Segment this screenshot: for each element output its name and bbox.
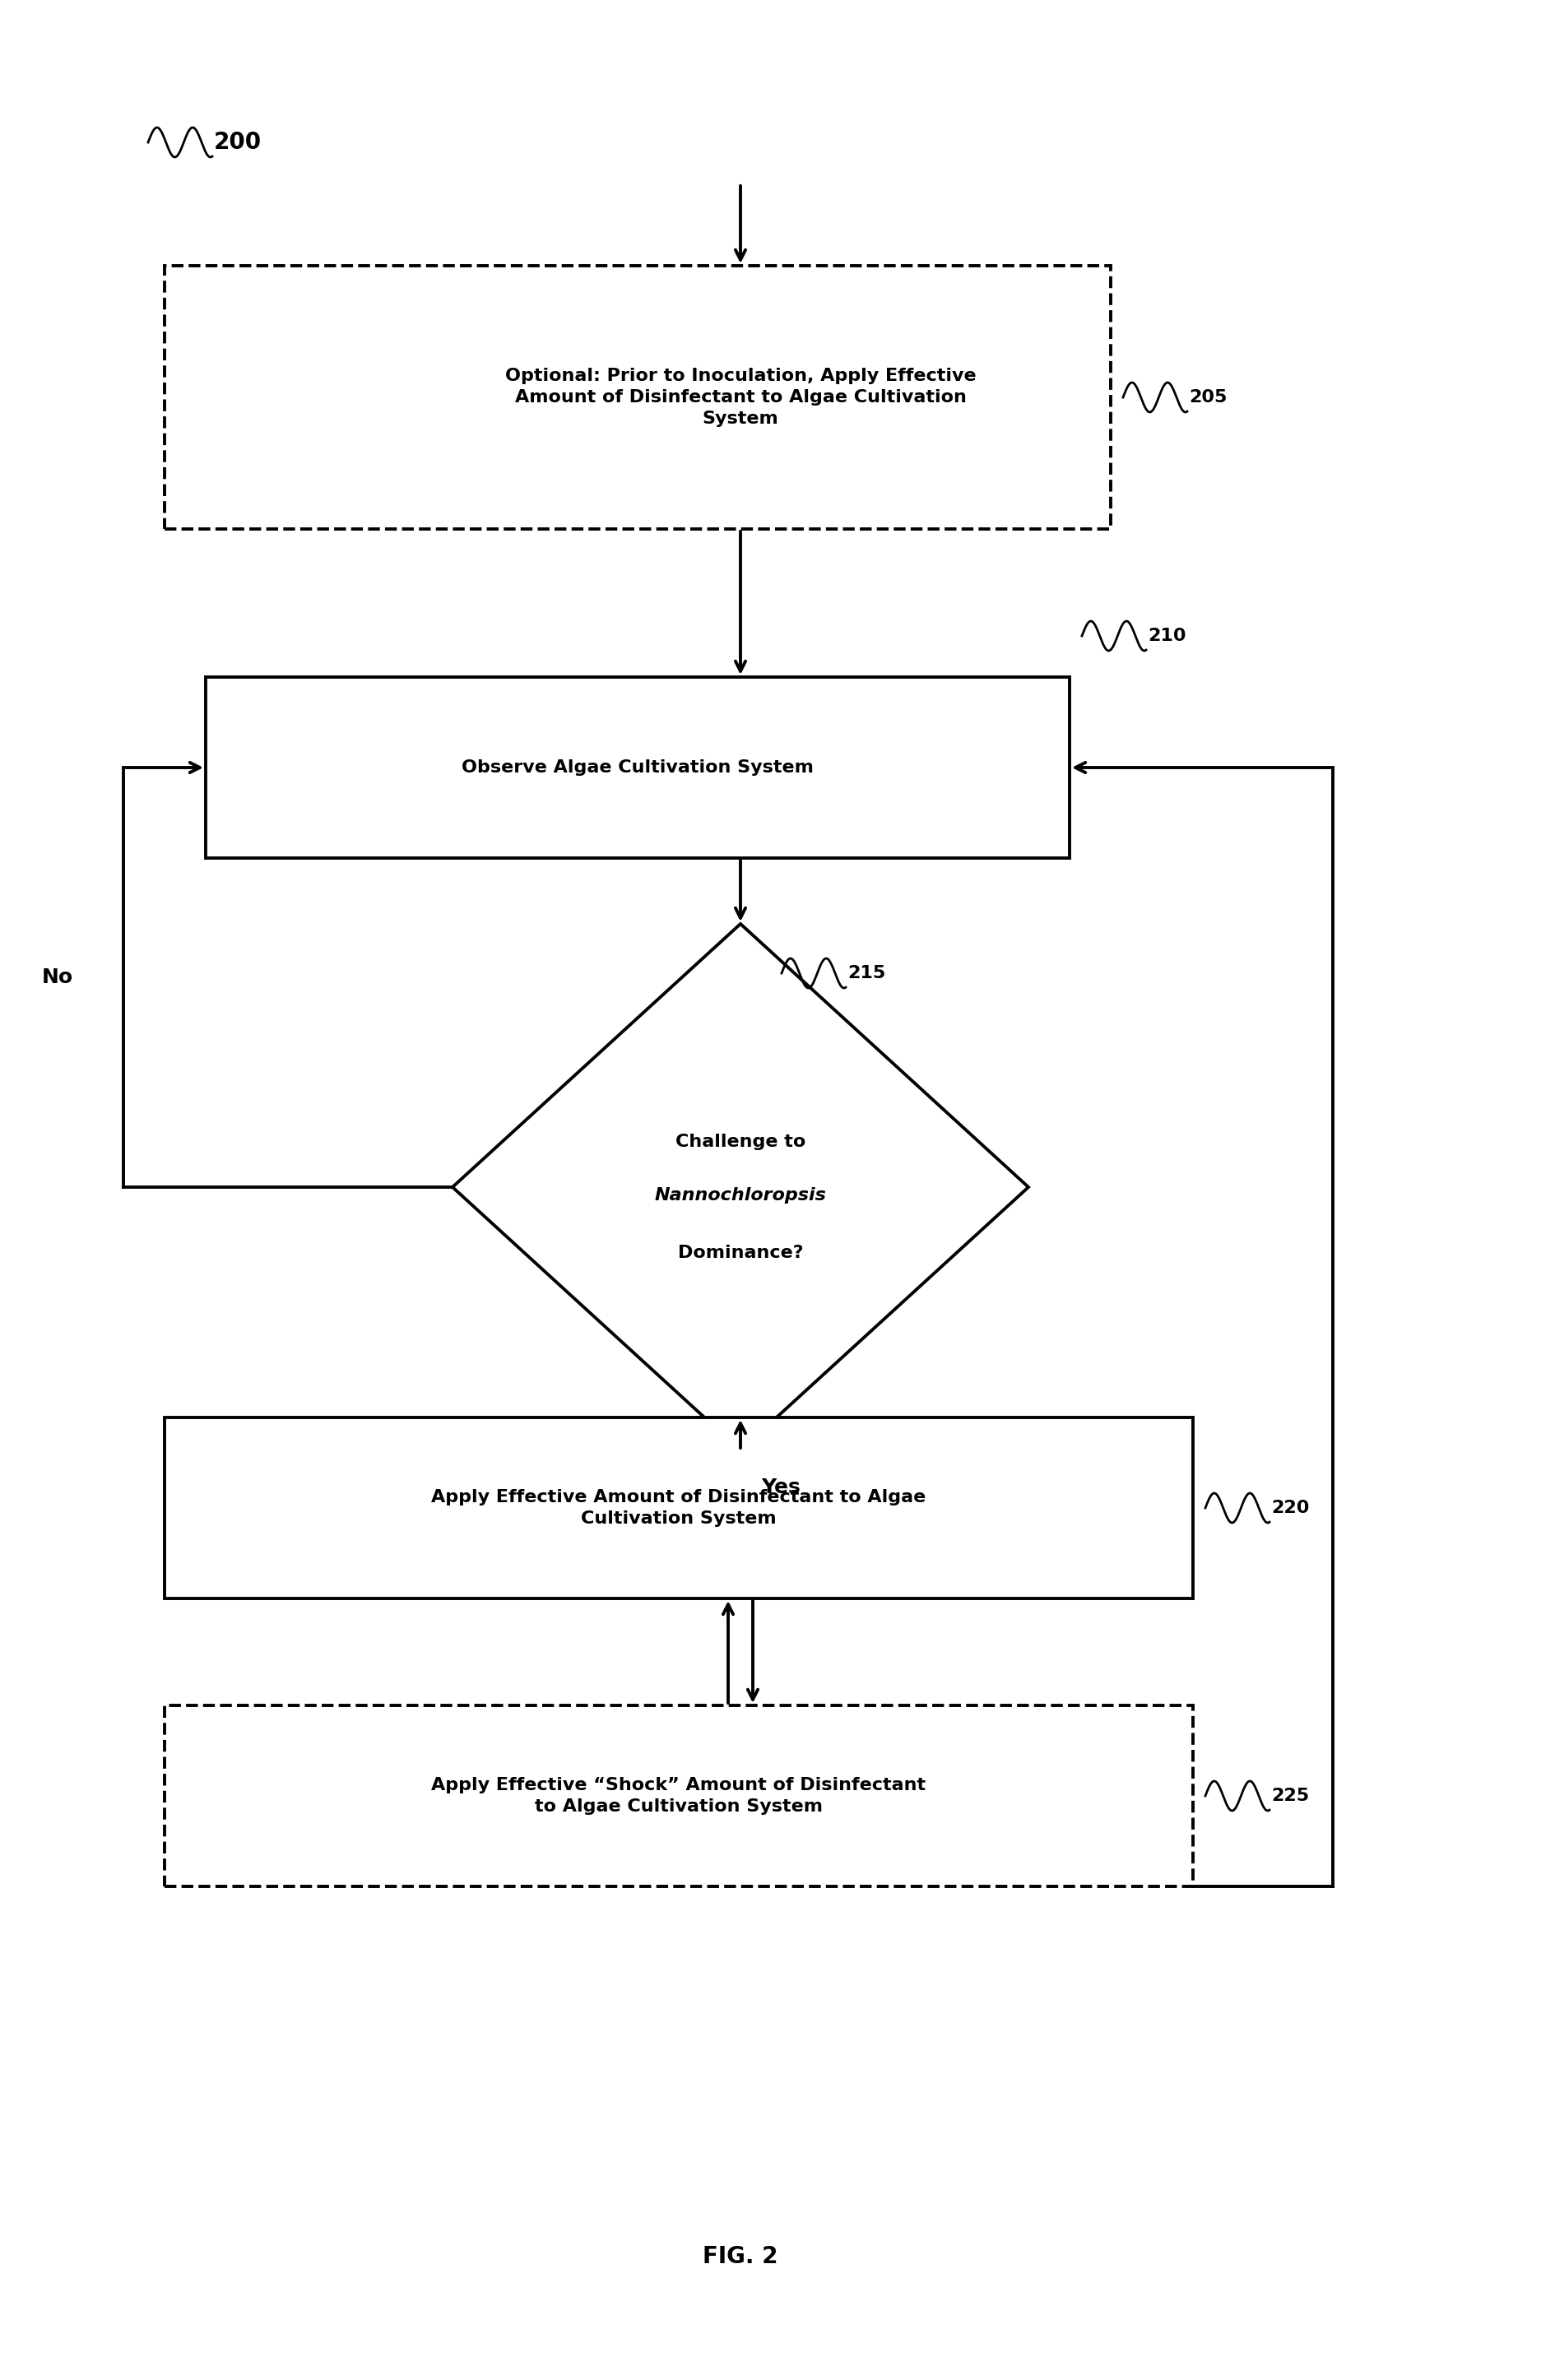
Text: Optional: Prior to Inoculation, Apply Effective
Amount of Disinfectant to Algae : Optional: Prior to Inoculation, Apply Ef… — [505, 367, 975, 428]
Text: 205: 205 — [1188, 388, 1227, 405]
Bar — [165, 267, 1111, 528]
Text: 215: 215 — [848, 964, 886, 981]
Text: Dominance?: Dominance? — [678, 1245, 803, 1261]
Text: Apply Effective Amount of Disinfectant to Algae
Cultivation System: Apply Effective Amount of Disinfectant t… — [431, 1490, 926, 1528]
Polygon shape — [453, 923, 1028, 1449]
Text: 210: 210 — [1148, 628, 1187, 645]
Text: No: No — [42, 966, 74, 988]
Text: Observe Algae Cultivation System: Observe Algae Cultivation System — [462, 759, 814, 776]
Bar — [165, 1706, 1193, 1887]
Text: Nannochloropsis: Nannochloropsis — [655, 1188, 826, 1204]
Text: 225: 225 — [1271, 1787, 1310, 1804]
Bar — [165, 1418, 1193, 1599]
Bar — [205, 676, 1069, 859]
Text: FIG. 2: FIG. 2 — [703, 2244, 778, 2268]
Text: Apply Effective “Shock” Amount of Disinfectant
to Algae Cultivation System: Apply Effective “Shock” Amount of Disinf… — [431, 1778, 926, 1816]
Text: Yes: Yes — [761, 1478, 800, 1497]
Text: Challenge to: Challenge to — [675, 1133, 806, 1150]
Text: 220: 220 — [1271, 1499, 1310, 1516]
Text: 200: 200 — [214, 131, 262, 155]
